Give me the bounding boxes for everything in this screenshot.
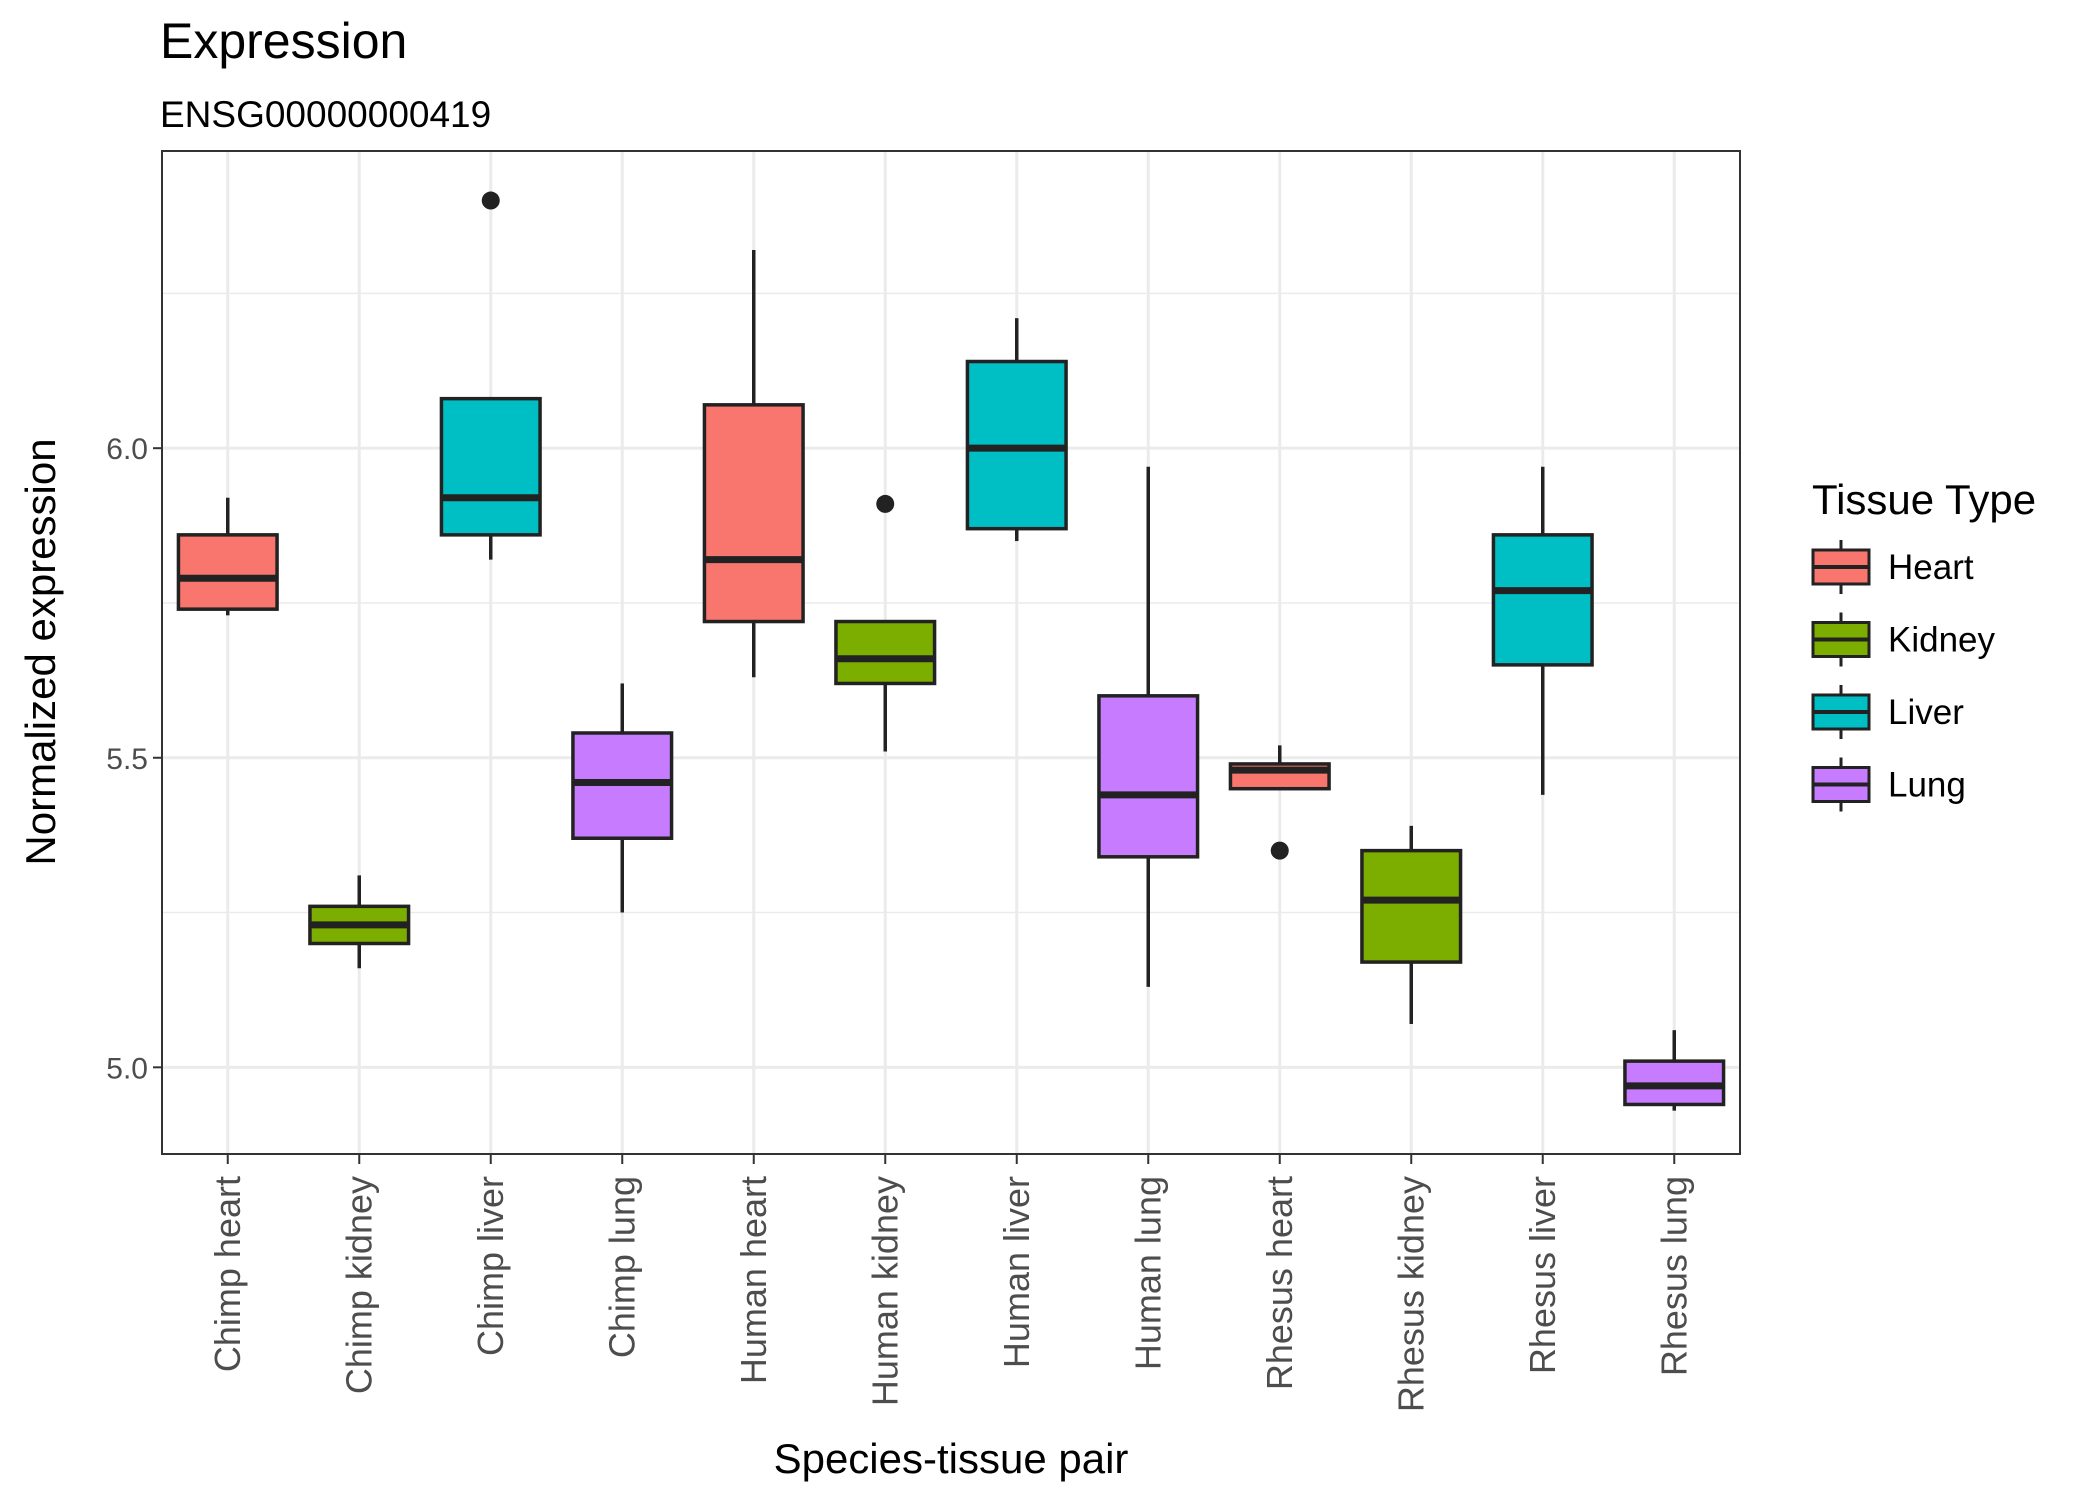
box-body bbox=[834, 619, 937, 686]
x-tick-label: Rhesus heart bbox=[1259, 1176, 1300, 1390]
legend-item-lung: Lung bbox=[1811, 757, 1966, 812]
box-body bbox=[176, 533, 279, 611]
legend-item-heart: Heart bbox=[1811, 540, 1974, 594]
x-tick-label: Rhesus lung bbox=[1653, 1176, 1694, 1376]
box-body bbox=[1097, 694, 1200, 859]
x-tick-label: Human liver bbox=[996, 1176, 1037, 1368]
box-rhesus-heart bbox=[1228, 745, 1331, 860]
box-human-lung bbox=[1097, 466, 1200, 987]
legend-label: Lung bbox=[1888, 766, 1966, 805]
box-chimp-heart bbox=[176, 497, 279, 616]
box-human-liver bbox=[965, 318, 1068, 542]
legend-item-liver: Liver bbox=[1811, 685, 1964, 739]
box-body bbox=[1491, 533, 1594, 667]
x-tick-label: Human lung bbox=[1127, 1176, 1168, 1370]
x-axis: Chimp heart Chimp kidney Chimp liver Chimp … bbox=[207, 1154, 1694, 1412]
x-tick-label: Rhesus liver bbox=[1522, 1176, 1563, 1374]
legend-label: Kidney bbox=[1888, 621, 1996, 660]
box-human-heart bbox=[702, 250, 805, 678]
box-chimp-kidney bbox=[308, 875, 411, 969]
x-tick-label: Chimp heart bbox=[207, 1176, 248, 1372]
outlier-point bbox=[1270, 841, 1289, 860]
box-body bbox=[1360, 848, 1463, 964]
box-chimp-lung bbox=[571, 683, 674, 913]
legend-label: Liver bbox=[1888, 693, 1964, 732]
y-axis-title: Normalized expression bbox=[17, 438, 64, 865]
x-tick-label: Chimp liver bbox=[470, 1176, 511, 1356]
legend-item-kidney: Kidney bbox=[1811, 612, 1996, 667]
x-tick-label: Human kidney bbox=[864, 1176, 905, 1406]
x-tick-label: Human heart bbox=[733, 1176, 774, 1384]
outlier-point bbox=[481, 191, 500, 210]
plot-panel bbox=[162, 151, 1740, 1154]
box-rhesus-lung bbox=[1623, 1030, 1726, 1111]
chart-title: Expression bbox=[160, 13, 407, 69]
y-tick-label: 5.5 bbox=[106, 743, 148, 776]
y-axis: 5.0 5.5 6.0 bbox=[106, 433, 162, 1085]
legend: Tissue Type Heart Kidney Liver Lung bbox=[1811, 476, 2036, 812]
y-tick-label: 6.0 bbox=[106, 433, 148, 466]
legend-title: Tissue Type bbox=[1812, 476, 2036, 523]
box-chimp-liver bbox=[439, 191, 542, 560]
plot-panel-border bbox=[161, 150, 1741, 1155]
outlier-point bbox=[876, 494, 895, 513]
chart-subtitle: ENSG00000000419 bbox=[160, 94, 491, 135]
boxes-layer bbox=[176, 191, 1726, 1111]
legend-label: Heart bbox=[1888, 548, 1974, 587]
x-tick-label: Rhesus kidney bbox=[1390, 1176, 1431, 1412]
grid-minor bbox=[162, 292, 1740, 914]
box-rhesus-kidney bbox=[1360, 825, 1463, 1024]
x-tick-label: Chimp kidney bbox=[338, 1176, 379, 1394]
y-tick-label: 5.0 bbox=[106, 1052, 148, 1085]
box-body bbox=[439, 396, 542, 537]
box-human-kidney bbox=[834, 494, 937, 752]
x-axis-title: Species-tissue pair bbox=[774, 1435, 1129, 1482]
box-rhesus-liver bbox=[1491, 466, 1594, 795]
legend-items: Heart Kidney Liver Lung bbox=[1811, 540, 1996, 812]
box-body bbox=[702, 403, 805, 624]
x-tick-label: Chimp lung bbox=[601, 1176, 642, 1358]
